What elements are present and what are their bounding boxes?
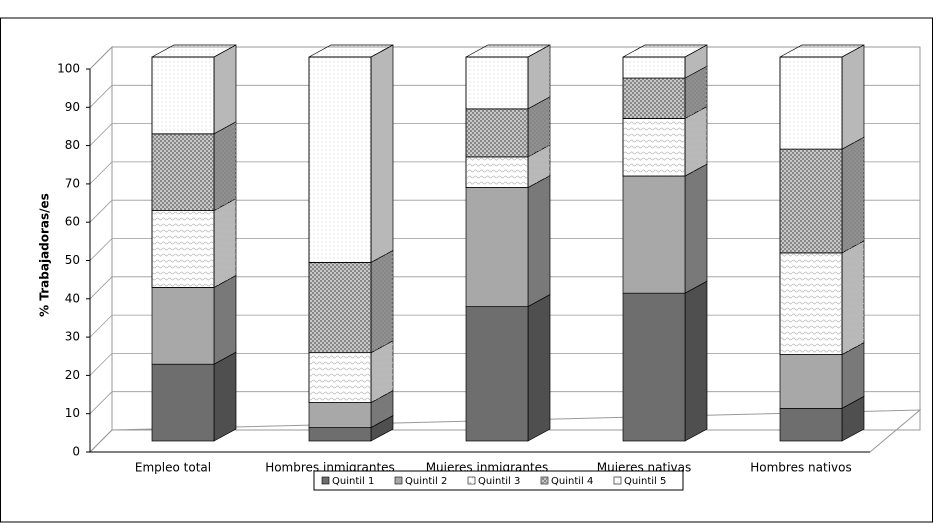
legend-swatch	[321, 476, 330, 485]
y-tick-label: 40	[65, 291, 80, 305]
legend-swatch-pattern	[541, 477, 548, 484]
y-tick-label: 70	[65, 176, 80, 190]
bar-side-pattern	[214, 198, 236, 288]
bar-pattern	[151, 56, 215, 135]
y-tick-label: 100	[57, 62, 80, 76]
legend-label: Quintil 1	[332, 476, 374, 487]
legend-frame	[313, 470, 684, 491]
x-tick-label: Hombres nativos	[750, 461, 851, 475]
bar-side-pattern	[528, 144, 550, 188]
bar-side	[527, 174, 551, 308]
y-tick-label: 10	[65, 406, 80, 420]
bar	[151, 287, 215, 365]
bar-side-pattern	[685, 106, 707, 177]
bar-pattern	[779, 56, 843, 150]
bar	[308, 402, 372, 428]
bar-side-pattern	[371, 45, 393, 263]
y-tick-label: 90	[65, 100, 80, 114]
bar-pattern	[622, 56, 686, 79]
bar-pattern	[308, 56, 372, 263]
bar	[308, 427, 372, 442]
bar-side-pattern	[214, 121, 236, 211]
bar-top	[308, 44, 394, 58]
legend-label: Quintil 4	[551, 476, 593, 487]
y-tick-label: 80	[65, 138, 80, 152]
legend-swatch-pattern	[614, 477, 621, 484]
bar-pattern	[779, 148, 843, 254]
bar-side-pattern	[528, 45, 550, 109]
bar-top	[151, 44, 237, 58]
bar-side-pattern	[685, 66, 707, 119]
bar-side	[527, 294, 551, 442]
bar-pattern	[151, 133, 215, 211]
bar-side	[213, 351, 237, 442]
bar	[622, 175, 686, 294]
legend-label: Quintil 2	[405, 476, 447, 487]
legend-swatch-pattern	[468, 477, 475, 484]
y-tick-label: 30	[65, 330, 80, 344]
y-tick-label: 20	[65, 368, 80, 382]
bar-top	[465, 44, 551, 58]
bar-pattern	[622, 118, 686, 177]
bar	[465, 306, 529, 442]
bar-side-pattern	[371, 340, 393, 403]
bar-side-pattern	[842, 137, 864, 253]
bar-pattern	[779, 252, 843, 355]
bar-pattern	[465, 156, 529, 188]
y-tick-label: 0	[72, 445, 80, 459]
bar-side-pattern	[685, 45, 707, 79]
bar	[622, 292, 686, 442]
bar-top	[779, 44, 865, 58]
bar-pattern	[622, 77, 686, 119]
y-tick-label: 50	[65, 253, 80, 267]
bar-pattern	[308, 262, 372, 354]
y-axis-title: % Trabajadoras/es	[38, 193, 52, 317]
bar	[151, 363, 215, 442]
bar	[465, 187, 529, 307]
legend: Quintil 1 Quintil 2 Quintil 3 Quintil 4 Quin…	[313, 470, 684, 491]
bar-pattern	[465, 108, 529, 158]
y-tick-label: 60	[65, 215, 80, 229]
x-tick-label: Empleo total	[135, 461, 211, 475]
bar-side	[213, 274, 237, 365]
bar-pattern	[151, 210, 215, 288]
bar-side	[684, 280, 708, 442]
bar-side-pattern	[842, 45, 864, 150]
bar	[779, 408, 843, 442]
legend-swatch	[394, 476, 403, 485]
legend-label: Quintil 5	[624, 476, 666, 487]
bar-side-pattern	[528, 96, 550, 157]
bar	[779, 354, 843, 409]
bar-top	[622, 44, 708, 58]
bar-pattern	[465, 56, 529, 110]
bar-pattern	[308, 352, 372, 403]
bar-side-pattern	[371, 250, 393, 353]
bar-side	[684, 163, 708, 294]
bar-side-pattern	[214, 45, 236, 134]
legend-label: Quintil 3	[478, 476, 520, 487]
bar-side-pattern	[842, 240, 864, 355]
